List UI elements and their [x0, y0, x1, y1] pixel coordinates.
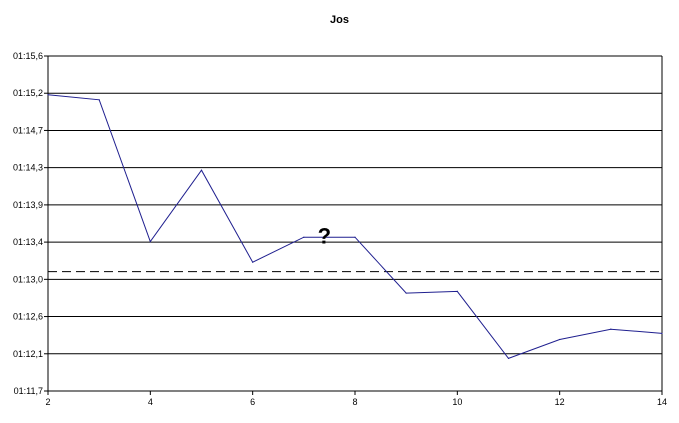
series-line [47, 94, 663, 359]
data-point [149, 240, 151, 243]
y-tick-label: 01:12,1 [13, 349, 43, 359]
data-point [354, 236, 356, 238]
data-point [559, 338, 561, 341]
x-tick-label: 2 [45, 397, 50, 407]
x-tick-label: 10 [452, 397, 462, 407]
data-point [252, 261, 254, 263]
y-tick-label: 01:11,7 [14, 386, 43, 396]
data-point [405, 292, 407, 294]
data-point [456, 290, 458, 292]
data-point [661, 332, 663, 335]
y-tick-label: 01:13,4 [13, 237, 43, 247]
y-tick-label: 01:13,0 [13, 274, 43, 284]
data-point [507, 357, 510, 359]
y-tick-label: 01:12,6 [13, 312, 43, 322]
chart-title: Jos [330, 14, 349, 26]
y-tick-label: 01:15,6 [13, 51, 43, 61]
data-point [303, 236, 305, 238]
x-tick-label: 12 [555, 397, 565, 407]
y-tick-label: 01:14,7 [13, 125, 43, 135]
data-point [98, 99, 100, 101]
y-tick-label: 01:13,9 [13, 200, 43, 210]
x-tick-label: 4 [148, 397, 153, 407]
x-tick-label: 6 [250, 397, 255, 407]
annotation-question-mark: ? [318, 223, 331, 248]
data-point [610, 328, 612, 330]
data-point [47, 94, 49, 96]
y-tick-label: 01:15,2 [13, 88, 43, 98]
y-tick-label: 01:14,3 [13, 163, 43, 173]
x-tick-label: 8 [352, 397, 357, 407]
x-tick-label: 14 [657, 397, 667, 407]
data-point [200, 169, 203, 171]
